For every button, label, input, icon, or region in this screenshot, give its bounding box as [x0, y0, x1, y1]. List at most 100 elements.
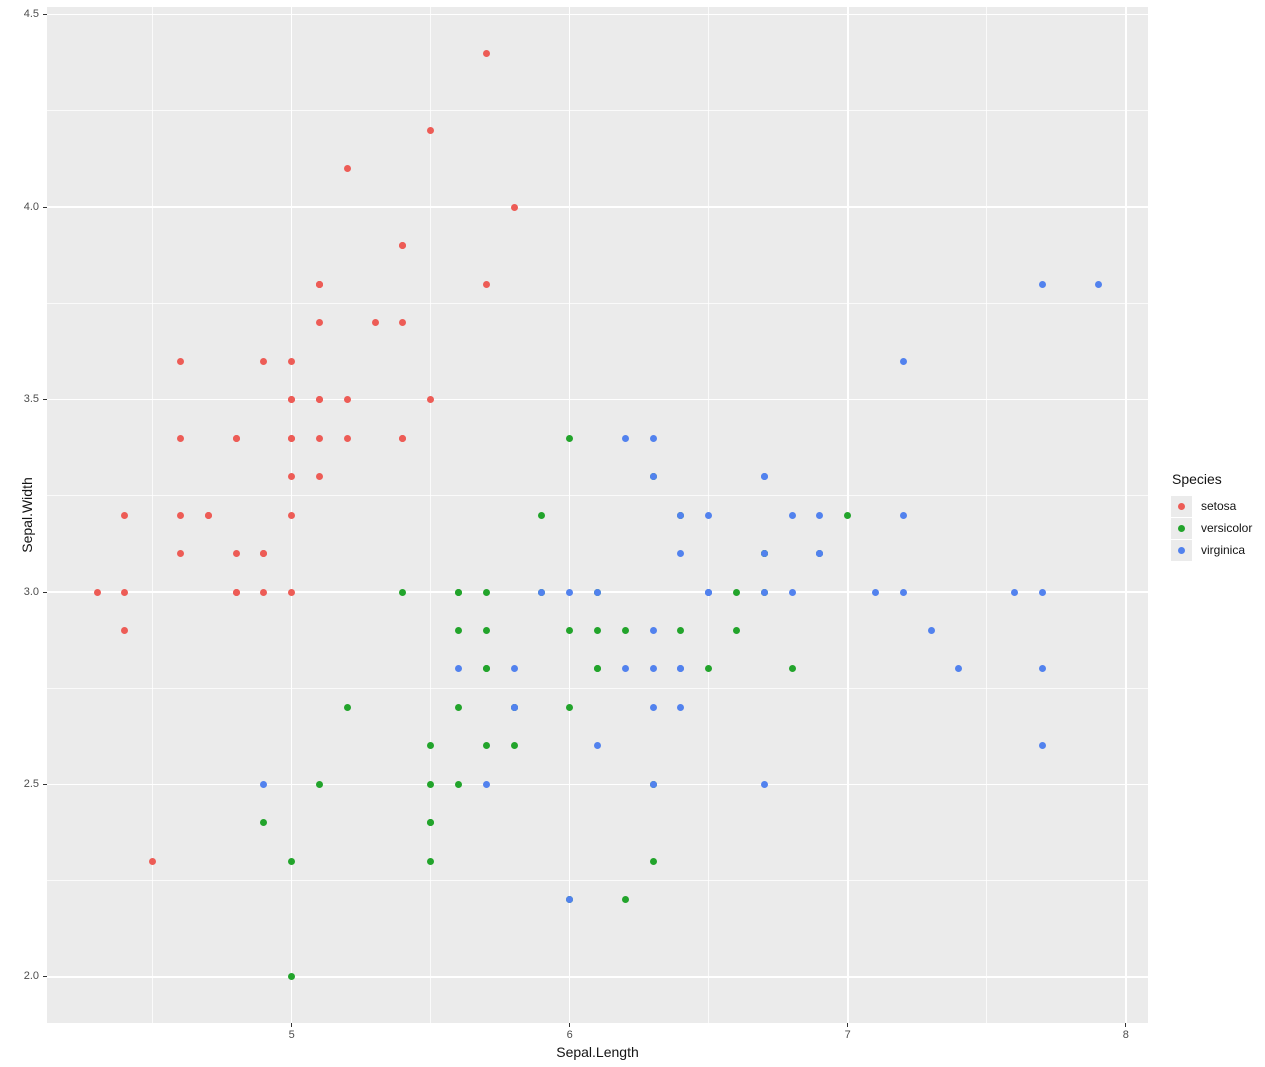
data-point-setosa	[149, 857, 157, 865]
data-point-versicolor	[566, 703, 574, 711]
legend-dot-icon	[1178, 524, 1185, 532]
data-point-virginica	[260, 780, 268, 788]
data-point-setosa	[482, 280, 490, 288]
data-point-versicolor	[455, 780, 462, 788]
y-tick-mark	[43, 399, 47, 400]
legend-key	[1171, 539, 1192, 561]
data-point-virginica	[649, 780, 657, 788]
legend-item-setosa: setosa	[1171, 495, 1252, 517]
y-tick-mark	[43, 591, 47, 593]
data-point-virginica	[1038, 742, 1046, 750]
data-point-virginica	[788, 511, 796, 519]
data-point-setosa	[177, 550, 184, 557]
data-point-setosa	[288, 511, 296, 519]
y-tick-mark	[43, 206, 47, 208]
data-point-virginica	[677, 665, 685, 673]
legend-label: virginica	[1201, 543, 1246, 557]
data-point-virginica	[705, 511, 713, 519]
legend-item-virginica: virginica	[1171, 539, 1252, 561]
data-point-versicolor	[343, 703, 351, 711]
data-point-versicolor	[482, 627, 490, 634]
data-point-versicolor	[788, 665, 796, 673]
y-minor-gridline	[47, 110, 1148, 112]
data-point-setosa	[316, 434, 323, 442]
legend-title: Species	[1172, 471, 1222, 487]
data-point-virginica	[1038, 280, 1046, 288]
data-point-virginica	[566, 588, 574, 596]
data-point-versicolor	[316, 780, 323, 788]
legend-item-versicolor: versicolor	[1171, 517, 1252, 539]
data-point-virginica	[705, 588, 713, 596]
x-minor-gridline	[986, 7, 988, 1023]
x-tick-label: 5	[288, 1029, 295, 1041]
data-point-versicolor	[288, 973, 296, 981]
data-point-versicolor	[427, 857, 435, 865]
legend-label: versicolor	[1201, 521, 1253, 535]
data-point-virginica	[455, 665, 462, 673]
data-point-versicolor	[427, 780, 435, 788]
data-point-virginica	[649, 665, 657, 673]
data-point-versicolor	[399, 588, 407, 596]
x-tick-mark	[569, 1023, 571, 1027]
y-tick-label: 2.5	[23, 777, 39, 790]
data-point-virginica	[955, 665, 963, 673]
y-major-gridline	[47, 976, 1148, 978]
x-tick-mark	[291, 1023, 293, 1027]
x-major-gridline	[568, 7, 571, 1023]
data-point-setosa	[482, 49, 490, 57]
data-point-versicolor	[455, 627, 462, 634]
data-point-setosa	[260, 550, 268, 557]
data-point-setosa	[288, 588, 296, 596]
y-minor-gridline	[47, 302, 1148, 304]
data-point-versicolor	[844, 511, 852, 519]
data-point-virginica	[649, 703, 657, 711]
data-point-setosa	[232, 550, 240, 557]
data-point-versicolor	[621, 896, 629, 904]
data-point-virginica	[621, 665, 629, 673]
y-axis-title: Sepal.Width	[19, 477, 35, 553]
legend-label: setosa	[1201, 499, 1237, 513]
y-minor-gridline	[47, 687, 1148, 689]
data-point-setosa	[177, 511, 184, 519]
legend-items: setosa versicolor virginica	[1171, 495, 1252, 561]
data-point-versicolor	[288, 857, 296, 865]
data-point-setosa	[288, 473, 296, 480]
data-point-setosa	[288, 357, 296, 365]
data-point-setosa	[427, 126, 435, 134]
x-minor-gridline	[430, 7, 432, 1023]
data-point-setosa	[121, 627, 129, 634]
data-point-virginica	[649, 473, 657, 480]
legend-dot-icon	[1178, 502, 1185, 510]
y-minor-gridline	[47, 880, 1148, 882]
y-tick-label: 3.0	[23, 585, 39, 598]
data-point-versicolor	[482, 742, 490, 750]
data-point-virginica	[649, 434, 657, 442]
data-point-setosa	[399, 434, 407, 442]
data-point-setosa	[121, 511, 129, 519]
data-point-virginica	[1094, 280, 1102, 288]
data-point-versicolor	[705, 665, 713, 673]
data-point-versicolor	[482, 665, 490, 673]
data-point-setosa	[260, 357, 268, 365]
y-tick-label: 4.5	[23, 8, 39, 21]
legend: Species setosa versicolor virginica	[1171, 471, 1252, 561]
data-point-virginica	[677, 550, 685, 557]
data-point-setosa	[177, 434, 184, 442]
data-point-versicolor	[260, 819, 268, 827]
data-point-versicolor	[455, 703, 462, 711]
data-point-virginica	[760, 588, 768, 596]
data-point-versicolor	[649, 857, 657, 865]
data-point-virginica	[1011, 588, 1018, 596]
data-point-setosa	[232, 588, 240, 596]
y-tick-label: 3.5	[23, 393, 39, 405]
data-point-setosa	[427, 396, 435, 403]
data-point-virginica	[482, 780, 490, 788]
plot-panel	[47, 7, 1148, 1023]
data-point-versicolor	[594, 665, 601, 673]
data-point-virginica	[677, 511, 685, 519]
data-point-setosa	[316, 280, 323, 288]
data-point-versicolor	[566, 627, 574, 634]
data-point-virginica	[899, 357, 907, 365]
data-point-versicolor	[538, 511, 546, 519]
